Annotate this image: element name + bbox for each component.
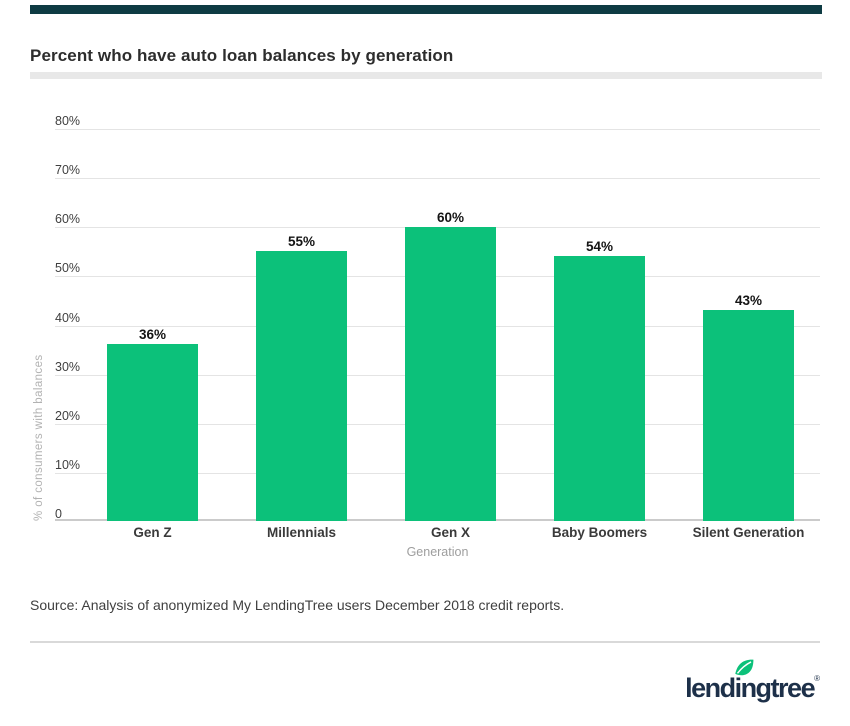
x-axis-title: Generation <box>406 545 469 559</box>
bar-gen-x <box>405 227 496 521</box>
footer-divider <box>30 641 820 643</box>
source-line: Source: Analysis of anonymized My Lendin… <box>30 597 565 613</box>
y-tick-label-20: 20% <box>55 409 81 423</box>
bar-millennials <box>256 251 347 521</box>
y-tick-label-80: 80% <box>55 114 81 128</box>
x-tick-label-millennials: Millennials <box>266 525 337 540</box>
x-tick-label-silent-generation: Silent Generation <box>692 525 805 540</box>
bar-gen-z <box>107 344 198 521</box>
chart-title: Percent who have auto loan balances by g… <box>30 46 454 65</box>
y-tick-label-50: 50% <box>55 261 81 275</box>
y-tick-label-10: 10% <box>55 458 81 472</box>
y-tick-label-0: 0 <box>55 507 62 521</box>
y-tick-label-40: 40% <box>55 311 81 325</box>
y-axis-title: % of consumers with balances <box>33 354 45 521</box>
bar-value-silent-generation: 43% <box>734 293 763 308</box>
bar-value-gen-z: 36% <box>138 327 167 342</box>
x-tick-label-gen-z: Gen Z <box>133 525 172 540</box>
bar-value-gen-x: 60% <box>436 210 465 225</box>
x-tick-label-gen-x: Gen X <box>430 525 470 540</box>
bar-baby-boomers <box>554 256 645 521</box>
y-gridline-80 <box>55 129 820 130</box>
bar-value-millennials: 55% <box>287 234 316 249</box>
lendingtree-logo: lendingtree® <box>685 658 820 708</box>
x-tick-label-baby-boomers: Baby Boomers <box>551 525 648 540</box>
y-tick-label-30: 30% <box>55 360 81 374</box>
bar-silent-generation <box>703 310 794 521</box>
logo-wordmark: lendingtree® <box>685 673 820 703</box>
top-accent-bar <box>30 5 822 14</box>
registered-mark: ® <box>814 674 820 683</box>
y-tick-label-60: 60% <box>55 212 81 226</box>
title-divider <box>30 72 822 79</box>
leaf-icon <box>735 659 754 676</box>
y-tick-label-70: 70% <box>55 163 81 177</box>
bar-value-baby-boomers: 54% <box>585 239 614 254</box>
y-gridline-70 <box>55 178 820 179</box>
